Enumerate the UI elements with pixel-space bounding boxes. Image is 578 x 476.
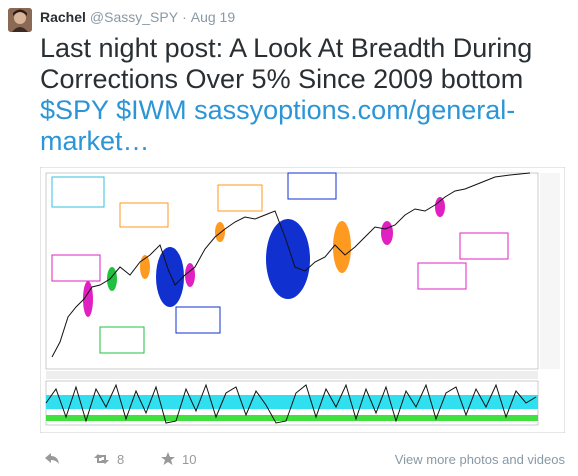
text (187, 95, 195, 125)
text-line: market… (40, 126, 532, 157)
tweet-date[interactable]: Aug 19 (190, 9, 236, 25)
text (109, 95, 117, 125)
separator: · (182, 9, 187, 25)
author-handle[interactable]: @Sassy_SPY (89, 9, 179, 25)
text: Corrections Over 5% Since 2009 bottom (40, 64, 524, 94)
text: Last night post: A Look At Breadth Durin… (40, 33, 533, 63)
avatar[interactable] (8, 8, 32, 32)
text-line: Last night post: A Look At Breadth Durin… (40, 33, 532, 64)
retweet-count: 8 (117, 452, 125, 467)
text-line: $SPY $IWM sassyoptions.com/general- (40, 95, 532, 126)
avatar-image (8, 8, 32, 32)
tweet-header: Rachel @Sassy_SPY · Aug 19 (40, 9, 239, 25)
reply-button[interactable] (44, 452, 60, 466)
chart-image[interactable] (40, 167, 565, 433)
link[interactable]: sassyoptions.com/general- (194, 95, 516, 125)
link[interactable]: market… (40, 126, 150, 156)
favorite-button[interactable] (160, 452, 176, 466)
more-media-link[interactable]: View more photos and videos (394, 452, 565, 467)
retweet-button[interactable] (93, 452, 113, 466)
link[interactable]: $IWM (116, 95, 187, 125)
link[interactable]: $SPY (40, 95, 109, 125)
text-line: Corrections Over 5% Since 2009 bottom (40, 64, 532, 95)
author-name[interactable]: Rachel (40, 9, 86, 25)
favorite-count: 10 (182, 452, 197, 467)
tweet-text: Last night post: A Look At Breadth Durin… (40, 33, 532, 157)
